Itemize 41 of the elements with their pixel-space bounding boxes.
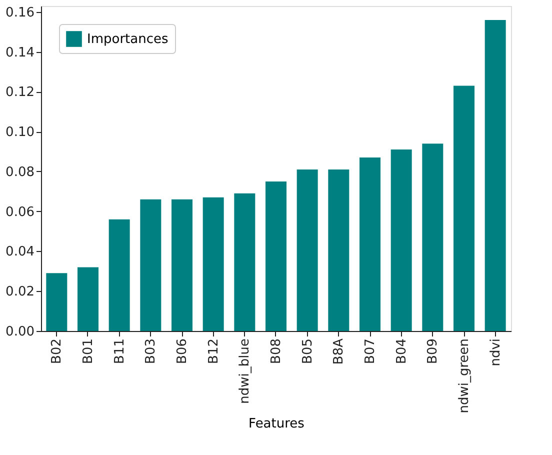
y-tick-label: 0.12 (6, 85, 34, 100)
bar (202, 197, 224, 331)
bar (422, 144, 444, 331)
x-tick-label: ndwi_blue (238, 338, 253, 404)
x-tick-label: B07 (363, 338, 378, 364)
bar (234, 193, 256, 331)
x-tick-label: ndwi_green (457, 338, 472, 414)
y-tick-label: 0.16 (6, 5, 34, 20)
y-tick-label: 0.06 (6, 204, 34, 220)
x-tick-label: B08 (269, 338, 284, 364)
x-axis-title: Features (248, 416, 305, 432)
x-tick-label: B01 (81, 338, 96, 364)
bar (266, 181, 286, 331)
y-tick-label: 0.10 (6, 125, 34, 140)
y-tick-label: 0.04 (6, 244, 34, 260)
bar (140, 199, 162, 331)
x-tick-label: B05 (300, 338, 316, 364)
x-tick-label: B06 (175, 338, 190, 364)
bar (296, 169, 318, 331)
bar (390, 150, 412, 331)
x-tick-label: B03 (144, 338, 159, 364)
bar (360, 158, 380, 331)
bar (454, 86, 474, 331)
legend-label: Importances (87, 32, 168, 47)
x-tick-label: B09 (426, 338, 441, 364)
bar (78, 267, 98, 331)
bar (484, 20, 506, 331)
y-tick-label: 0.14 (6, 45, 34, 60)
bar (108, 219, 130, 331)
x-tick-label: B11 (112, 338, 128, 364)
bar (328, 169, 350, 331)
y-tick-label: 0.00 (6, 324, 34, 340)
x-tick-label: B8A (332, 338, 347, 365)
y-tick-label: 0.02 (6, 284, 34, 300)
x-tick-label: B04 (394, 338, 410, 364)
x-tick-label: B12 (206, 338, 222, 364)
bar (46, 273, 68, 331)
bar (172, 199, 192, 331)
y-tick-label: 0.08 (6, 164, 34, 180)
x-tick-label: B02 (50, 338, 65, 364)
x-tick-label: ndvi (488, 338, 504, 366)
